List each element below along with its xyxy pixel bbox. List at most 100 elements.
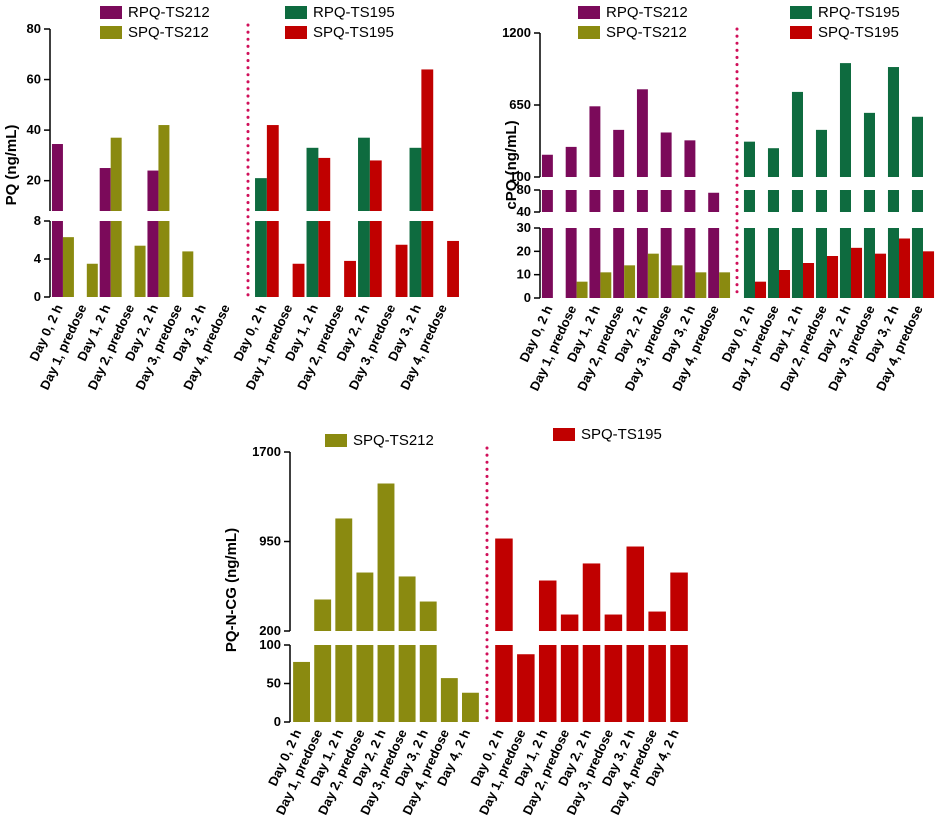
bar (708, 228, 720, 298)
bar (660, 190, 672, 212)
bar (815, 190, 827, 212)
bar (293, 661, 310, 722)
bar (767, 148, 779, 177)
bar (875, 253, 887, 298)
bar (398, 645, 416, 722)
bar (589, 106, 601, 177)
bar (369, 160, 382, 211)
bar (626, 645, 645, 722)
y-tick-label: 1200 (502, 25, 531, 40)
bar (369, 221, 382, 297)
bar (839, 63, 851, 177)
bar (604, 645, 623, 722)
y-tick-label: 200 (259, 623, 281, 638)
bar (589, 228, 601, 298)
legend-label: SPQ-TS212 (353, 432, 434, 449)
bar (636, 190, 648, 212)
bar (51, 221, 63, 297)
bar (863, 190, 875, 212)
bar (719, 272, 731, 298)
y-tick-label: 0 (524, 290, 531, 305)
y-tick-label: 1700 (252, 444, 281, 459)
bar (344, 260, 356, 297)
bar (911, 228, 923, 298)
bar (791, 190, 803, 212)
y-axis-label: cPQ (ng/mL) (503, 120, 520, 209)
bar (670, 645, 688, 722)
bar (86, 263, 98, 297)
bar (743, 141, 755, 177)
bar (560, 645, 579, 722)
bar (779, 270, 791, 298)
bar (419, 645, 437, 722)
legend-swatch (790, 6, 812, 19)
bar (582, 645, 601, 722)
bar (863, 112, 875, 177)
bar (462, 692, 479, 722)
bar (255, 221, 267, 297)
bar (576, 281, 588, 298)
y-tick-label: 950 (259, 534, 281, 549)
y-tick-label: 4 (34, 251, 42, 266)
bar (767, 228, 779, 298)
bar (356, 645, 374, 722)
bar (911, 190, 923, 212)
y-tick-label: 100 (509, 169, 531, 184)
bar (517, 654, 535, 722)
bar (51, 144, 63, 211)
bar (887, 67, 899, 177)
bar (684, 190, 696, 212)
bar (565, 228, 577, 298)
bar (421, 69, 434, 211)
bar (815, 228, 827, 298)
legend-label: SPQ-TS195 (581, 426, 662, 443)
bar (613, 228, 625, 298)
legend-label: RPQ-TS212 (128, 4, 210, 21)
bar (887, 190, 899, 212)
bar (447, 240, 459, 297)
bar (803, 263, 815, 298)
legend-swatch (100, 6, 122, 19)
bar (134, 245, 146, 297)
legend-swatch (285, 26, 307, 39)
bar (647, 253, 659, 298)
y-tick-label: 40 (27, 122, 41, 137)
y-tick-label: 0 (34, 289, 41, 304)
bar (755, 281, 767, 298)
bar (306, 221, 319, 297)
y-tick-label: 40 (517, 204, 531, 219)
bar (863, 228, 875, 298)
bar (660, 228, 672, 298)
bar (636, 89, 648, 177)
bar (626, 546, 645, 631)
bar (743, 228, 755, 298)
bar (565, 146, 577, 177)
bar (670, 572, 688, 631)
bar (99, 168, 111, 211)
bar (851, 247, 863, 298)
bar (314, 599, 332, 631)
bar (377, 645, 395, 722)
legend-swatch (553, 428, 575, 441)
bar (767, 190, 779, 212)
bar (671, 265, 683, 298)
bar (541, 154, 553, 177)
bar (182, 251, 194, 297)
bar (648, 611, 666, 631)
bar (266, 221, 279, 297)
bar (147, 221, 159, 297)
bar (314, 645, 332, 722)
bar (419, 601, 437, 631)
bar (624, 265, 636, 298)
y-tick-label: 8 (34, 213, 41, 228)
bar (377, 483, 395, 631)
bar (684, 228, 696, 298)
bar (358, 221, 370, 297)
legend-label: SPQ-TS212 (128, 24, 209, 41)
bar (604, 614, 623, 631)
bar (839, 190, 851, 212)
bar (582, 563, 601, 631)
y-tick-label: 0 (274, 714, 281, 729)
y-tick-label: 30 (517, 220, 531, 235)
